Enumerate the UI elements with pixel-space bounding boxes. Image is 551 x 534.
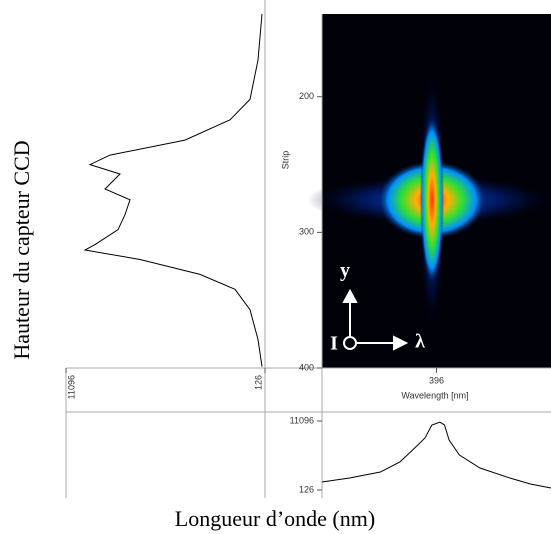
profile-line bbox=[83, 13, 263, 367]
tick-label: 11096 bbox=[66, 375, 76, 399]
x-title: Longueur d’onde (nm) bbox=[175, 506, 375, 531]
y-title: Hauteur du capteur CCD bbox=[9, 140, 34, 359]
tick-label: 200 bbox=[299, 91, 314, 101]
axis-label: Wavelength [nm] bbox=[401, 390, 468, 400]
tick-label: 396 bbox=[429, 375, 444, 385]
inset-axes bbox=[342, 288, 409, 351]
tick-label: 126 bbox=[253, 375, 263, 390]
inset-label: y bbox=[340, 260, 350, 282]
tick-label: 400 bbox=[299, 362, 314, 372]
tick-label: 126 bbox=[299, 484, 314, 494]
axis-label: Strip bbox=[280, 151, 290, 170]
inset-label: I bbox=[330, 333, 338, 355]
profile-line bbox=[321, 421, 551, 489]
inset-label: λ bbox=[415, 331, 425, 353]
tick-label: 300 bbox=[299, 227, 314, 237]
tick-label: 11096 bbox=[290, 415, 314, 425]
ccd-image bbox=[307, 14, 551, 368]
